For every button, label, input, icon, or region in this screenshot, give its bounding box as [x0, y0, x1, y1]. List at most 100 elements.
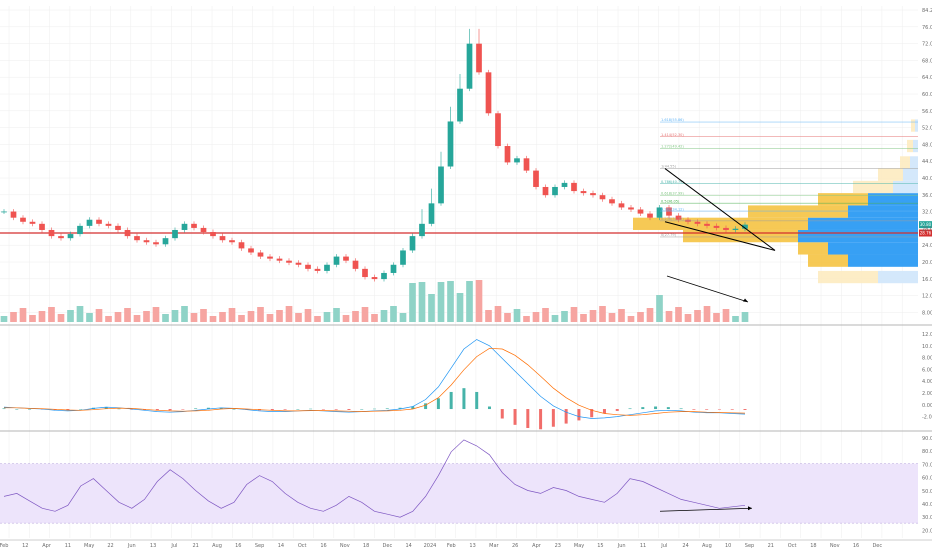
volume-profile-bar — [848, 254, 918, 267]
macd-histogram-bar — [692, 409, 696, 410]
price-tag-label: 28.76 — [920, 230, 932, 235]
price-axis-label: 60.00 — [922, 92, 932, 98]
price-tag — [919, 221, 932, 229]
candle-body — [295, 262, 302, 265]
volume-bar — [447, 281, 454, 322]
volume-bar — [741, 312, 749, 322]
volume-bar — [589, 310, 597, 322]
candle-body — [580, 191, 587, 194]
macd-histogram-bar — [270, 409, 274, 411]
volume-bar — [380, 310, 388, 322]
volume-bar — [504, 313, 511, 322]
time-axis-label: 2024 — [424, 543, 437, 549]
fib-level-label: 0(27.79) — [661, 233, 677, 237]
time-axis-label: Mar — [489, 543, 499, 549]
time-axis-label: 12 — [22, 543, 28, 549]
macd-axis-label: 8.00 — [922, 356, 932, 362]
volume-bar — [0, 316, 8, 322]
volume-bar — [523, 316, 530, 322]
macd-histogram-bar — [705, 409, 709, 410]
volume-bar — [637, 312, 644, 322]
price-tag — [919, 229, 932, 237]
candle-body — [143, 240, 150, 243]
volume-bar — [513, 309, 521, 322]
price-axis-label: 16.00 — [922, 277, 932, 283]
macd-histogram-bar — [296, 409, 300, 410]
volume-bar — [428, 294, 435, 322]
macd-axis-label: 0.00 — [922, 403, 932, 409]
macd-axis-label: 6.00 — [922, 367, 932, 373]
volume-bar — [38, 311, 46, 322]
candle-body — [115, 225, 121, 230]
volume-profile-bar — [808, 217, 918, 230]
fib-level-label: 1(44.55) — [661, 165, 677, 169]
candle-body — [628, 207, 634, 210]
time-axis-label: Dec — [383, 543, 393, 549]
volume-bar — [684, 314, 692, 322]
candle-body — [647, 213, 653, 218]
signal-line — [4, 347, 746, 416]
volume-bar — [304, 309, 312, 322]
time-axis-label: 18 — [363, 543, 369, 549]
macd-histogram-bar — [28, 409, 32, 410]
candle-body — [162, 238, 169, 245]
macd-histogram-bar — [436, 398, 440, 410]
price-axis-label: 40.00 — [922, 176, 932, 182]
macd-histogram-bar — [577, 409, 581, 421]
time-axis-label: 10 — [725, 543, 731, 549]
volume-bar — [314, 316, 321, 322]
volume-bar — [133, 315, 141, 322]
candle-body — [419, 223, 425, 237]
volume-profile-bar — [903, 168, 918, 181]
price-axis-label: 64.00 — [922, 75, 932, 81]
price-axis-label: 20.00 — [922, 260, 932, 266]
time-axis-label: Jul — [660, 543, 667, 549]
time-axis-label: 16 — [320, 543, 326, 549]
volume-bar — [352, 311, 359, 322]
volume-bar — [646, 308, 654, 322]
macd-histogram-bar — [181, 409, 185, 410]
candle-body — [428, 203, 435, 224]
trendline — [664, 221, 776, 251]
volume-bar — [29, 315, 36, 322]
volume-bar — [323, 312, 331, 322]
price-axis-label: 8.00 — [922, 310, 932, 316]
volume-bar — [437, 282, 445, 322]
macd-histogram-bar — [347, 409, 351, 410]
candle-body — [238, 242, 245, 249]
candle-body — [637, 209, 644, 214]
volume-bar — [143, 311, 150, 322]
macd-histogram-bar — [717, 409, 721, 410]
macd-axis-label: -2.00 — [922, 415, 932, 421]
candle-body — [514, 158, 520, 163]
candle-body — [48, 229, 55, 237]
price-axis-label: 28.00 — [922, 226, 932, 232]
candle-body — [390, 264, 397, 273]
time-axis-label: 26 — [512, 543, 518, 549]
macd-histogram-bar — [360, 409, 364, 410]
macd-histogram-bar — [424, 403, 428, 410]
price-axis-label: 24.00 — [922, 243, 932, 249]
volume-profile-bar — [878, 168, 903, 181]
macd-axis-label: 4.00 — [922, 379, 932, 385]
arrow-head — [743, 298, 748, 302]
time-axis-label: Nov — [830, 543, 840, 549]
fib-level-label: 0.5(36.05) — [661, 199, 680, 203]
rsi-line — [3, 439, 746, 518]
volume-profile-bar — [683, 229, 798, 243]
volume-bar — [475, 280, 483, 322]
macd-histogram-bar — [309, 408, 313, 410]
candle-body — [666, 207, 672, 216]
candle-body — [371, 277, 378, 280]
candle-body — [466, 43, 473, 89]
price-axis-label: 52.00 — [922, 126, 932, 132]
macd-histogram-bar — [15, 409, 19, 410]
volume-bar — [675, 307, 682, 322]
volume-bar — [542, 308, 549, 322]
candle-body — [599, 195, 606, 200]
candle-body — [485, 72, 492, 114]
time-axis-label: May — [574, 543, 584, 549]
volume-bar — [95, 309, 103, 322]
rsi-axis-label: 70.00 — [922, 462, 932, 468]
